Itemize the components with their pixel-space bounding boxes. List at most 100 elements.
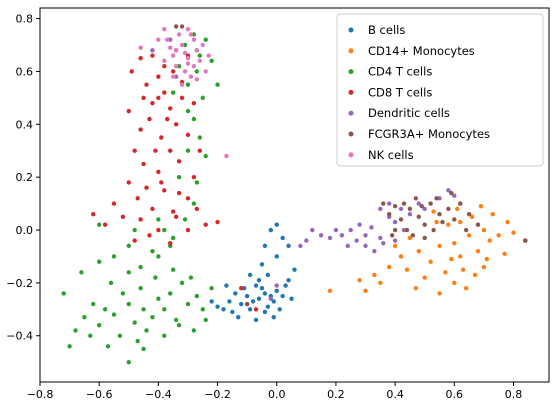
point-series-6-22 [186, 61, 190, 65]
point-series-2-10 [168, 291, 172, 295]
point-series-1-34 [357, 278, 361, 282]
point-series-4-1 [357, 223, 361, 227]
point-series-1-11 [496, 233, 500, 237]
point-series-3-14 [156, 170, 160, 174]
point-series-2-4 [133, 320, 137, 324]
point-series-5-12 [387, 212, 391, 216]
point-series-6-0 [171, 53, 175, 57]
point-series-0-24 [280, 236, 284, 240]
point-series-6-2 [186, 56, 190, 60]
point-series-1-26 [393, 244, 397, 248]
point-series-4-3 [369, 225, 373, 229]
legend-label: B cells [368, 23, 405, 37]
point-series-2-46 [127, 270, 131, 274]
point-series-4-15 [340, 233, 344, 237]
point-series-5-3 [423, 223, 427, 227]
point-series-0-25 [269, 228, 273, 232]
point-series-1-37 [502, 252, 506, 256]
point-series-2-18 [109, 281, 113, 285]
point-series-0-3 [260, 286, 264, 290]
point-series-1-36 [449, 257, 453, 261]
point-series-6-5 [168, 45, 172, 49]
point-series-0-26 [275, 223, 279, 227]
point-series-2-62 [192, 117, 196, 121]
point-series-2-59 [201, 96, 205, 100]
point-series-2-13 [144, 328, 148, 332]
point-series-6-26 [224, 154, 228, 158]
point-series-5-16 [467, 212, 471, 216]
point-series-3-9 [159, 135, 163, 139]
point-series-6-19 [189, 32, 193, 36]
point-series-1-29 [434, 220, 438, 224]
point-series-2-5 [150, 315, 154, 319]
point-series-2-28 [112, 254, 116, 258]
point-series-2-12 [91, 302, 95, 306]
x-tick-label: 0.2 [327, 388, 345, 401]
point-series-1-30 [414, 286, 418, 290]
point-series-2-45 [97, 223, 101, 227]
point-series-2-65 [186, 149, 190, 153]
point-series-3-22 [121, 215, 125, 219]
point-series-1-40 [328, 289, 332, 293]
point-series-2-7 [121, 291, 125, 295]
point-series-6-15 [192, 64, 196, 68]
point-series-5-31 [390, 233, 394, 237]
point-series-4-26 [378, 207, 382, 211]
point-series-0-37 [286, 278, 290, 282]
point-series-1-39 [405, 267, 409, 271]
point-series-4-2 [363, 233, 367, 237]
point-series-4-16 [334, 228, 338, 232]
point-series-5-20 [411, 233, 415, 237]
point-series-5-5 [399, 217, 403, 221]
point-series-4-7 [399, 207, 403, 211]
point-series-3-28 [192, 175, 196, 179]
point-series-3-15 [168, 149, 172, 153]
point-series-3-48 [186, 228, 190, 232]
point-series-2-23 [73, 328, 77, 332]
point-series-2-56 [195, 69, 199, 73]
point-series-2-32 [171, 267, 175, 271]
point-series-2-25 [61, 291, 65, 295]
point-series-3-26 [171, 209, 175, 213]
point-series-2-17 [135, 339, 139, 343]
point-series-1-12 [505, 220, 509, 224]
point-series-6-10 [198, 59, 202, 63]
point-series-1-18 [452, 281, 456, 285]
point-series-1-16 [399, 254, 403, 258]
point-series-5-6 [393, 204, 397, 208]
y-tick-label: 0.6 [16, 65, 34, 78]
point-series-1-4 [437, 244, 441, 248]
point-series-0-21 [266, 273, 270, 277]
point-series-2-24 [67, 344, 71, 348]
point-series-6-9 [177, 32, 181, 36]
point-series-2-9 [138, 286, 142, 290]
point-series-2-6 [162, 307, 166, 311]
point-series-0-23 [263, 244, 267, 248]
x-tick-label: −0.8 [27, 388, 54, 401]
point-series-0-11 [233, 291, 237, 295]
point-series-2-14 [174, 318, 178, 322]
point-series-2-44 [156, 217, 160, 221]
point-series-0-29 [289, 297, 293, 301]
point-series-6-27 [156, 38, 160, 42]
point-series-2-22 [82, 315, 86, 319]
point-series-2-16 [118, 334, 122, 338]
point-series-4-28 [310, 228, 314, 232]
legend-marker [349, 132, 354, 137]
point-series-0-20 [283, 283, 287, 287]
point-series-2-69 [183, 217, 187, 221]
point-series-0-16 [221, 307, 225, 311]
point-series-3-23 [112, 201, 116, 205]
point-series-0-13 [280, 294, 284, 298]
point-series-1-0 [452, 241, 456, 245]
point-series-3-44 [215, 220, 219, 224]
point-series-3-16 [186, 133, 190, 137]
point-series-3-43 [204, 223, 208, 227]
point-series-6-21 [174, 48, 178, 52]
point-series-0-35 [278, 307, 282, 311]
point-series-6-25 [138, 45, 142, 49]
point-series-6-28 [162, 27, 166, 31]
point-series-0-33 [224, 283, 228, 287]
point-series-4-29 [304, 238, 308, 242]
